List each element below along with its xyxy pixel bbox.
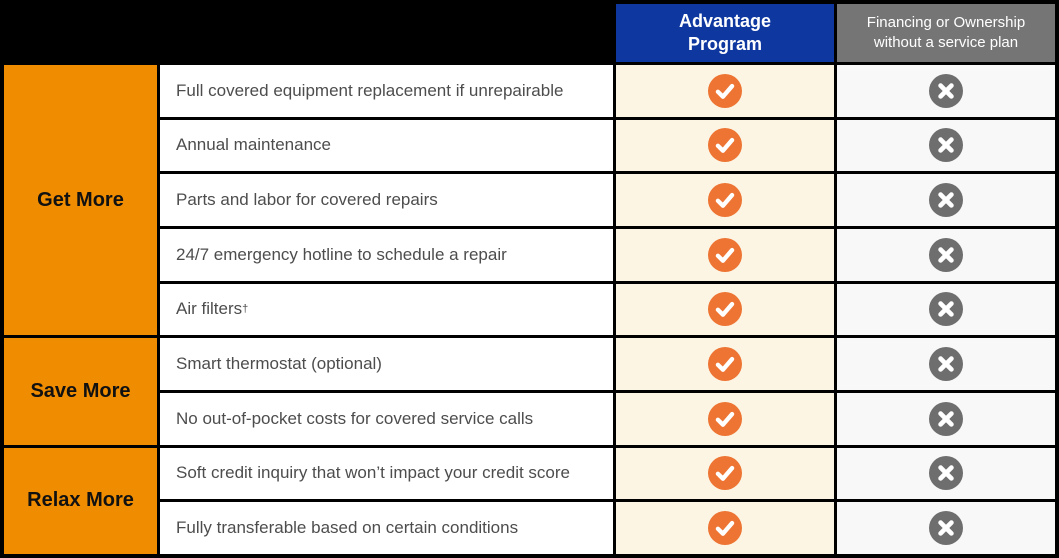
advantage-cell <box>616 338 834 390</box>
x-circle-icon <box>929 456 963 491</box>
feature-label: Smart thermostat (optional) <box>160 338 613 390</box>
check-circle-icon <box>708 128 742 163</box>
feature-label: 24/7 emergency hotline to schedule a rep… <box>160 229 613 281</box>
advantage-cell <box>616 502 834 554</box>
advantage-cell <box>616 229 834 281</box>
column-header-financing-ownership: Financing or Ownership without a service… <box>837 4 1055 62</box>
x-circle-icon <box>929 237 963 272</box>
category-get-more: Get More <box>4 65 157 336</box>
check-circle-icon <box>708 292 742 327</box>
feature-label: Annual maintenance <box>160 119 613 172</box>
feature-label: Fully transferable based on certain cond… <box>160 502 613 554</box>
x-circle-icon <box>929 401 963 436</box>
advantage-cell <box>616 393 834 445</box>
advantage-cell <box>616 283 834 336</box>
advantage-cell <box>616 119 834 172</box>
x-circle-icon <box>929 511 963 546</box>
check-circle-icon <box>708 183 742 218</box>
x-circle-icon <box>929 292 963 327</box>
financing-cell <box>837 447 1055 500</box>
dagger-footnote-mark: † <box>242 303 249 316</box>
financing-cell <box>837 502 1055 554</box>
x-circle-icon <box>929 183 963 218</box>
advantage-cell <box>616 447 834 500</box>
category-save-more: Save More <box>4 338 157 445</box>
feature-label: Full covered equipment replacement if un… <box>160 65 613 117</box>
feature-label: No out-of-pocket costs for covered servi… <box>160 393 613 445</box>
financing-cell <box>837 393 1055 445</box>
check-circle-icon <box>708 511 742 546</box>
feature-label: Soft credit inquiry that won’t impact yo… <box>160 447 613 500</box>
feature-label: Parts and labor for covered repairs <box>160 174 613 226</box>
x-circle-icon <box>929 347 963 382</box>
financing-cell <box>837 229 1055 281</box>
financing-cell <box>837 174 1055 226</box>
check-circle-icon <box>708 73 742 108</box>
check-circle-icon <box>708 237 742 272</box>
header-spacer <box>4 4 613 62</box>
comparison-table: Advantage Program Financing or Ownership… <box>4 4 1055 554</box>
check-circle-icon <box>708 347 742 382</box>
financing-cell <box>837 119 1055 172</box>
advantage-cell <box>616 174 834 226</box>
column-header-advantage-program: Advantage Program <box>616 4 834 62</box>
x-circle-icon <box>929 73 963 108</box>
check-circle-icon <box>708 456 742 491</box>
check-circle-icon <box>708 401 742 436</box>
x-circle-icon <box>929 128 963 163</box>
category-relax-more: Relax More <box>4 447 157 554</box>
financing-cell <box>837 65 1055 117</box>
financing-cell <box>837 338 1055 390</box>
advantage-cell <box>616 65 834 117</box>
financing-cell <box>837 283 1055 336</box>
feature-label: Air filters † <box>160 283 613 336</box>
